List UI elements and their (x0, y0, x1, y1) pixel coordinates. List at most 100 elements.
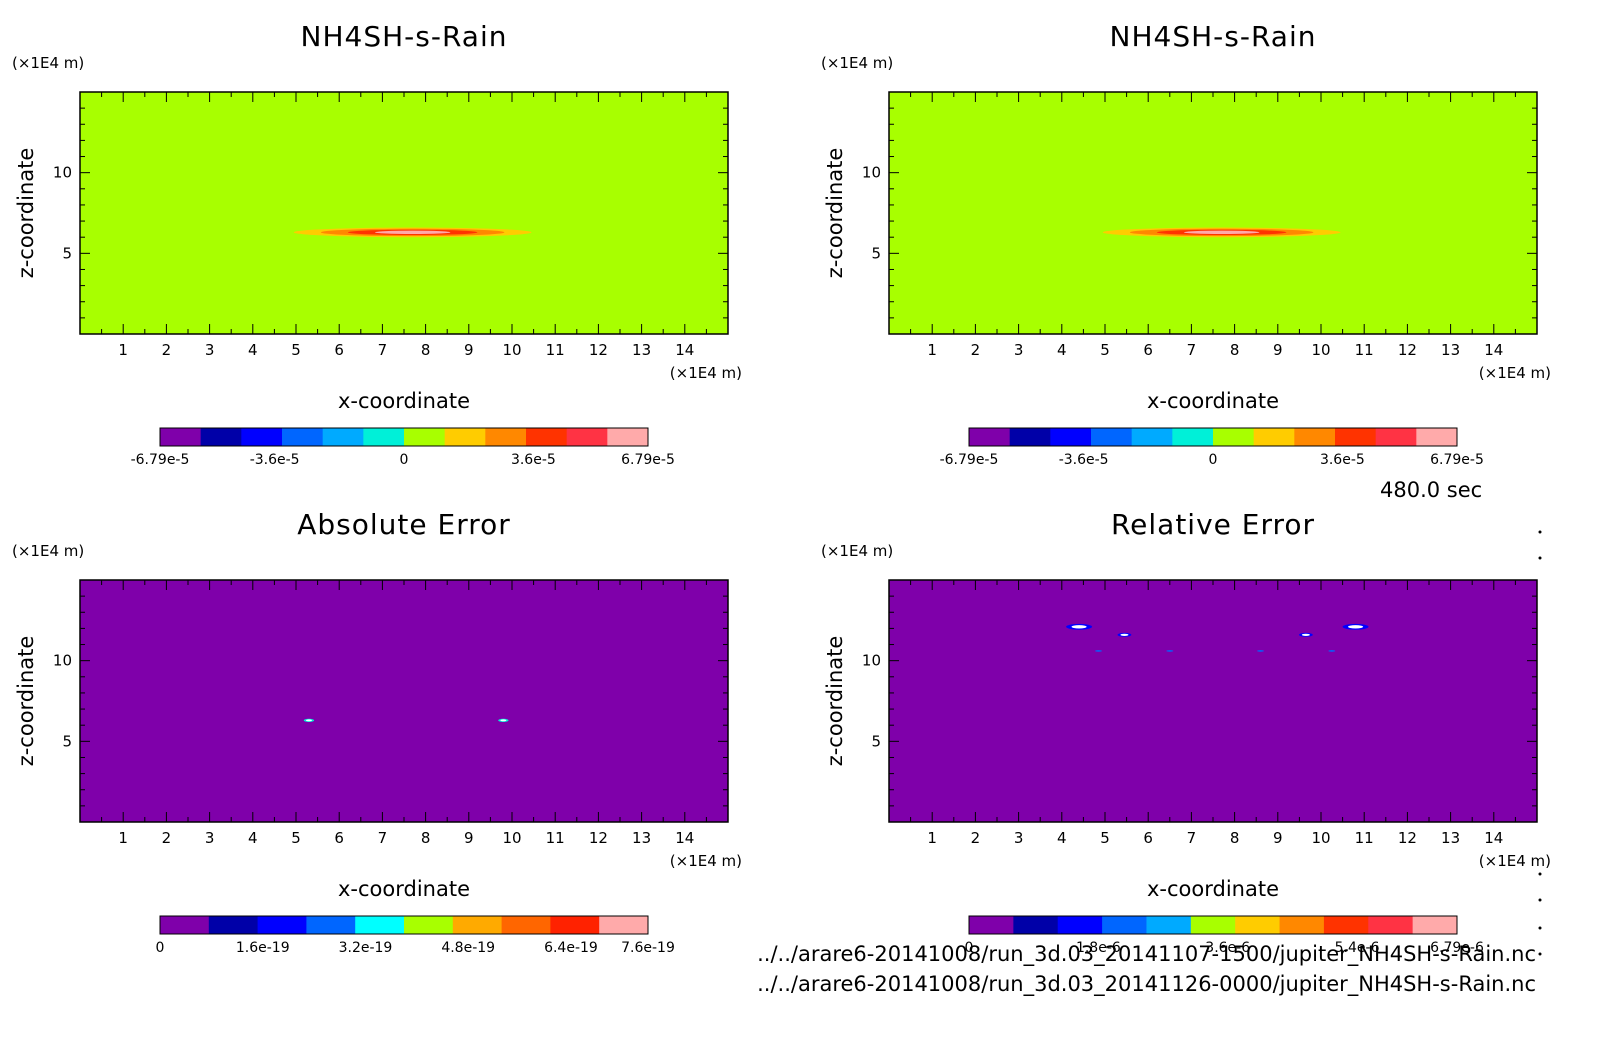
feature-lens (374, 230, 451, 235)
colorbar-segment (257, 916, 307, 934)
panel-4: Relative Error(×1E4 m)1 2 3 4 5 6 7 8 9 10 11 12 13 1… (821, 508, 1551, 956)
x-unit-label: (×1E4 m) (1479, 852, 1551, 870)
colorbar-label: 6.79e-5 (1430, 452, 1484, 468)
feature-dot (1257, 650, 1264, 652)
x-tick-label: 2 (162, 341, 172, 359)
colorbar-segment (566, 428, 608, 446)
colorbar-segment (208, 916, 259, 934)
y-axis-label: z-coordinate (14, 636, 38, 767)
colorbar-label: 6.4e-19 (544, 940, 598, 956)
y-tick-label: 10 (862, 164, 881, 182)
colorbar-segment (526, 428, 568, 446)
x-tick-label: 12 (589, 341, 608, 359)
y-axis-label: z-coordinate (823, 148, 847, 279)
colorbar-segment (501, 916, 551, 934)
x-tick-label: 11 (1355, 341, 1374, 359)
plot-area (889, 92, 1537, 334)
x-tick-label: 12 (589, 829, 608, 847)
colorbar-label: -3.6e-5 (250, 452, 300, 468)
colorbar-segment (1368, 916, 1414, 934)
x-tick-label: 1 (927, 829, 937, 847)
x-tick-label: 5 (1100, 341, 1110, 359)
x-tick-label: 14 (675, 341, 694, 359)
colorbar-segment (1279, 916, 1325, 934)
panel-2: NH4SH-s-Rain(×1E4 m)1 2 3 4 5 6 7 8 9 10 11 12 13 145… (821, 20, 1551, 468)
x-tick-label: 9 (1273, 829, 1283, 847)
colorbar-segment (607, 428, 649, 446)
colorbar-label: 0 (400, 452, 409, 468)
colorbar-label: 5.4e-6 (1335, 940, 1380, 956)
panel-1: NH4SH-s-Rain(×1E4 m)1 2 3 4 5 6 7 8 9 10 11 12 13 145… (12, 20, 742, 468)
x-tick-label: 13 (632, 341, 651, 359)
y-unit-label: (×1E4 m) (12, 54, 84, 72)
colorbar-segment (1057, 916, 1103, 934)
x-tick-label: 2 (162, 829, 172, 847)
colorbar-label: 4.8e-19 (441, 940, 495, 956)
x-axis-label: x-coordinate (1147, 877, 1279, 901)
y-tick-label: 10 (53, 652, 72, 670)
colorbar-segment (363, 428, 405, 446)
file-path-1: ../../arare6-20141008/run_3d.03_20141107… (757, 942, 1536, 966)
colorbar-segment (1013, 916, 1059, 934)
x-tick-label: 2 (971, 829, 981, 847)
colorbar-label: -3.6e-5 (1059, 452, 1109, 468)
x-axis-label: x-coordinate (338, 389, 470, 413)
x-tick-label: 5 (1100, 829, 1110, 847)
x-tick-label: 4 (1057, 829, 1067, 847)
colorbar-segment (969, 428, 1011, 446)
colorbar-segment (404, 916, 454, 934)
y-unit-label: (×1E4 m) (821, 54, 893, 72)
x-tick-label: 13 (632, 829, 651, 847)
colorbar-segment (355, 916, 405, 934)
colorbar-segment (485, 428, 527, 446)
x-tick-label: 7 (378, 829, 388, 847)
x-tick-label: 4 (248, 341, 258, 359)
x-tick-label: 3 (205, 341, 215, 359)
x-unit-label: (×1E4 m) (1479, 364, 1551, 382)
x-tick-label: 10 (502, 341, 521, 359)
x-tick-label: 6 (1143, 341, 1153, 359)
colorbar-segment (1213, 428, 1255, 446)
x-tick-label: 12 (1398, 829, 1417, 847)
colorbar-label: 0 (156, 940, 165, 956)
panel-title: NH4SH-s-Rain (1110, 20, 1317, 53)
x-axis-label: x-coordinate (338, 877, 470, 901)
colorbar-segment (200, 428, 242, 446)
time-label: 480.0 sec (1380, 478, 1483, 502)
colorbar-segment (1009, 428, 1051, 446)
colorbar-segment (306, 916, 356, 934)
x-tick-label: 3 (1014, 829, 1024, 847)
x-tick-label: 10 (1311, 341, 1330, 359)
marker-dot (1538, 556, 1542, 560)
colorbar-segment (1172, 428, 1214, 446)
marker-dot (1538, 952, 1542, 956)
y-axis-label: z-coordinate (14, 148, 38, 279)
x-tick-label: 6 (334, 341, 344, 359)
x-tick-label: 5 (291, 341, 301, 359)
colorbar-label: 0 (1209, 452, 1218, 468)
x-tick-label: 10 (1311, 829, 1330, 847)
feature-dot (1328, 650, 1336, 652)
feature-dot (1095, 650, 1102, 652)
colorbar-segment (444, 428, 486, 446)
x-tick-label: 3 (1014, 341, 1024, 359)
colorbar-label: 1.6e-19 (236, 940, 290, 956)
x-tick-label: 8 (421, 341, 431, 359)
feature-blob (1348, 625, 1364, 629)
colorbar-frame (968, 427, 1458, 447)
x-tick-label: 9 (464, 341, 474, 359)
plot-area (80, 580, 728, 822)
x-tick-label: 14 (1484, 341, 1503, 359)
x-tick-label: 8 (421, 829, 431, 847)
x-tick-label: 7 (1187, 829, 1197, 847)
x-tick-label: 11 (546, 829, 565, 847)
plot-area (80, 92, 728, 334)
marker-dot (1538, 872, 1542, 876)
x-tick-label: 6 (1143, 829, 1153, 847)
colorbar-segment (452, 916, 503, 934)
x-unit-label: (×1E4 m) (670, 364, 742, 382)
x-tick-label: 7 (378, 341, 388, 359)
colorbar-segment (282, 428, 324, 446)
y-tick-label: 10 (862, 652, 881, 670)
colorbar-segment (1412, 916, 1458, 934)
